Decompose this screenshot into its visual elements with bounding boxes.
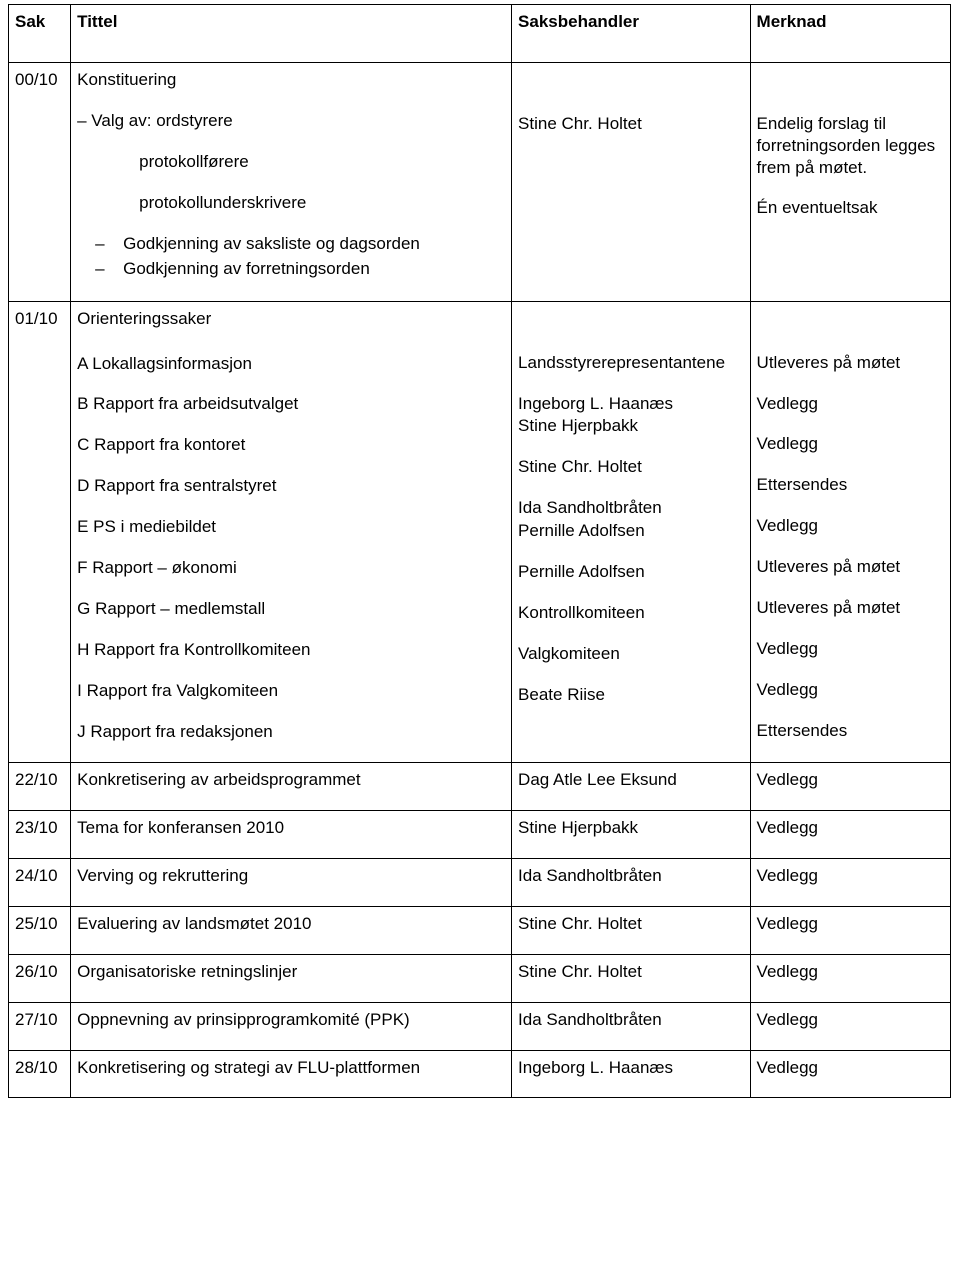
table-row: 24/10 Verving og rekruttering Ida Sandho… xyxy=(9,858,951,906)
merknad-item: Ettersendes xyxy=(757,720,944,743)
saksbehandler-item: Beate Riise xyxy=(518,684,744,707)
merknad-item: Utleveres på møtet xyxy=(757,352,944,375)
table-header-row: Sak Tittel Saksbehandler Merknad xyxy=(9,5,951,63)
cell-merknad: Vedlegg xyxy=(750,762,950,810)
tittel-item: D Rapport fra sentralstyret xyxy=(77,475,505,498)
cell-merknad: Vedlegg xyxy=(750,1050,950,1098)
tittel-header: Konstituering xyxy=(77,69,505,92)
saksbehandler-item: Ingeborg L. Haanæs xyxy=(518,393,744,416)
cell-sak: 28/10 xyxy=(9,1050,71,1098)
saksbehandler-item: Pernille Adolfsen xyxy=(518,520,744,543)
cell-saksbehandler: Stine Chr. Holtet xyxy=(512,906,751,954)
merknad-text: Endelig forslag til forretningsorden leg… xyxy=(757,113,944,179)
table-row: 28/10 Konkretisering og strategi av FLU-… xyxy=(9,1050,951,1098)
cell-tittel: Organisatoriske retningslinjer xyxy=(71,954,512,1002)
cell-tittel: Orienteringssaker A Lokallagsinformasjon… xyxy=(71,301,512,762)
col-header-tittel: Tittel xyxy=(71,5,512,63)
tittel-valg-line: – Valg av: ordstyrere xyxy=(77,110,505,133)
cell-sak: 01/10 xyxy=(9,301,71,762)
table-row: 23/10 Tema for konferansen 2010 Stine Hj… xyxy=(9,810,951,858)
cell-merknad: Utleveres på møtet Vedlegg Vedlegg Etter… xyxy=(750,301,950,762)
agenda-table: Sak Tittel Saksbehandler Merknad 00/10 K… xyxy=(8,4,951,1098)
tittel-bullet: Godkjenning av forretningsorden xyxy=(95,258,505,281)
col-header-merknad: Merknad xyxy=(750,5,950,63)
cell-saksbehandler: Ida Sandholtbråten xyxy=(512,1002,751,1050)
saksbehandler-item: Stine Hjerpbakk xyxy=(518,415,744,438)
cell-tittel: Verving og rekruttering xyxy=(71,858,512,906)
saksbehandler-item: Landsstyrerepresentantene xyxy=(518,352,744,375)
tittel-item: C Rapport fra kontoret xyxy=(77,434,505,457)
cell-saksbehandler: Stine Chr. Holtet xyxy=(512,62,751,301)
cell-sak: 24/10 xyxy=(9,858,71,906)
tittel-valg-sub: protokollførere xyxy=(77,151,505,174)
cell-sak: 26/10 xyxy=(9,954,71,1002)
tittel-item: B Rapport fra arbeidsutvalget xyxy=(77,393,505,416)
cell-tittel: Konkretisering av arbeidsprogrammet xyxy=(71,762,512,810)
tittel-header: Orienteringssaker xyxy=(77,308,505,331)
cell-saksbehandler: Landsstyrerepresentantene Ingeborg L. Ha… xyxy=(512,301,751,762)
tittel-item: F Rapport – økonomi xyxy=(77,557,505,580)
tittel-item: J Rapport fra redaksjonen xyxy=(77,721,505,744)
saksbehandler-text: Stine Chr. Holtet xyxy=(518,69,744,136)
table-row: 01/10 Orienteringssaker A Lokallagsinfor… xyxy=(9,301,951,762)
cell-tittel: Konstituering – Valg av: ordstyrere prot… xyxy=(71,62,512,301)
cell-merknad: Vedlegg xyxy=(750,906,950,954)
cell-merknad: Vedlegg xyxy=(750,810,950,858)
tittel-bullet-list: Godkjenning av saksliste og dagsorden Go… xyxy=(77,233,505,281)
cell-merknad: Vedlegg xyxy=(750,1002,950,1050)
table-row: 27/10 Oppnevning av prinsipprogramkomité… xyxy=(9,1002,951,1050)
tittel-item: H Rapport fra Kontrollkomiteen xyxy=(77,639,505,662)
cell-saksbehandler: Stine Hjerpbakk xyxy=(512,810,751,858)
merknad-item: Utleveres på møtet xyxy=(757,556,944,579)
merknad-item: Vedlegg xyxy=(757,433,944,456)
merknad-item: Ettersendes xyxy=(757,474,944,497)
tittel-item: A Lokallagsinformasjon xyxy=(77,353,505,376)
cell-saksbehandler: Ingeborg L. Haanæs xyxy=(512,1050,751,1098)
merknad-item: Vedlegg xyxy=(757,393,944,416)
table-row: 25/10 Evaluering av landsmøtet 2010 Stin… xyxy=(9,906,951,954)
cell-sak: 27/10 xyxy=(9,1002,71,1050)
cell-merknad: Vedlegg xyxy=(750,954,950,1002)
cell-saksbehandler: Stine Chr. Holtet xyxy=(512,954,751,1002)
cell-tittel: Oppnevning av prinsipprogramkomité (PPK) xyxy=(71,1002,512,1050)
merknad-item: Vedlegg xyxy=(757,679,944,702)
saksbehandler-item: Kontrollkomiteen xyxy=(518,602,744,625)
cell-sak: 00/10 xyxy=(9,62,71,301)
col-header-saksbehandler: Saksbehandler xyxy=(512,5,751,63)
merknad-item: Vedlegg xyxy=(757,638,944,661)
cell-tittel: Tema for konferansen 2010 xyxy=(71,810,512,858)
tittel-item: I Rapport fra Valgkomiteen xyxy=(77,680,505,703)
cell-saksbehandler: Dag Atle Lee Eksund xyxy=(512,762,751,810)
merknad-text: Én eventueltsak xyxy=(757,197,944,220)
saksbehandler-item: Valgkomiteen xyxy=(518,643,744,666)
tittel-valg-sub: protokollunderskrivere xyxy=(77,192,505,215)
tittel-bullet: Godkjenning av saksliste og dagsorden xyxy=(95,233,505,256)
saksbehandler-item: Ida Sandholtbråten xyxy=(518,497,744,520)
merknad-item: Utleveres på møtet xyxy=(757,597,944,620)
tittel-item: G Rapport – medlemstall xyxy=(77,598,505,621)
cell-tittel: Evaluering av landsmøtet 2010 xyxy=(71,906,512,954)
cell-merknad: Endelig forslag til forretningsorden leg… xyxy=(750,62,950,301)
table-row: 00/10 Konstituering – Valg av: ordstyrer… xyxy=(9,62,951,301)
cell-merknad: Vedlegg xyxy=(750,858,950,906)
merknad-item: Vedlegg xyxy=(757,515,944,538)
cell-tittel: Konkretisering og strategi av FLU-plattf… xyxy=(71,1050,512,1098)
table-row: 26/10 Organisatoriske retningslinjer Sti… xyxy=(9,954,951,1002)
saksbehandler-item: Pernille Adolfsen xyxy=(518,561,744,584)
cell-sak: 23/10 xyxy=(9,810,71,858)
saksbehandler-item: Stine Chr. Holtet xyxy=(518,456,744,479)
table-row: 22/10 Konkretisering av arbeidsprogramme… xyxy=(9,762,951,810)
cell-saksbehandler: Ida Sandholtbråten xyxy=(512,858,751,906)
cell-sak: 25/10 xyxy=(9,906,71,954)
tittel-item: E PS i mediebildet xyxy=(77,516,505,539)
col-header-sak: Sak xyxy=(9,5,71,63)
cell-sak: 22/10 xyxy=(9,762,71,810)
